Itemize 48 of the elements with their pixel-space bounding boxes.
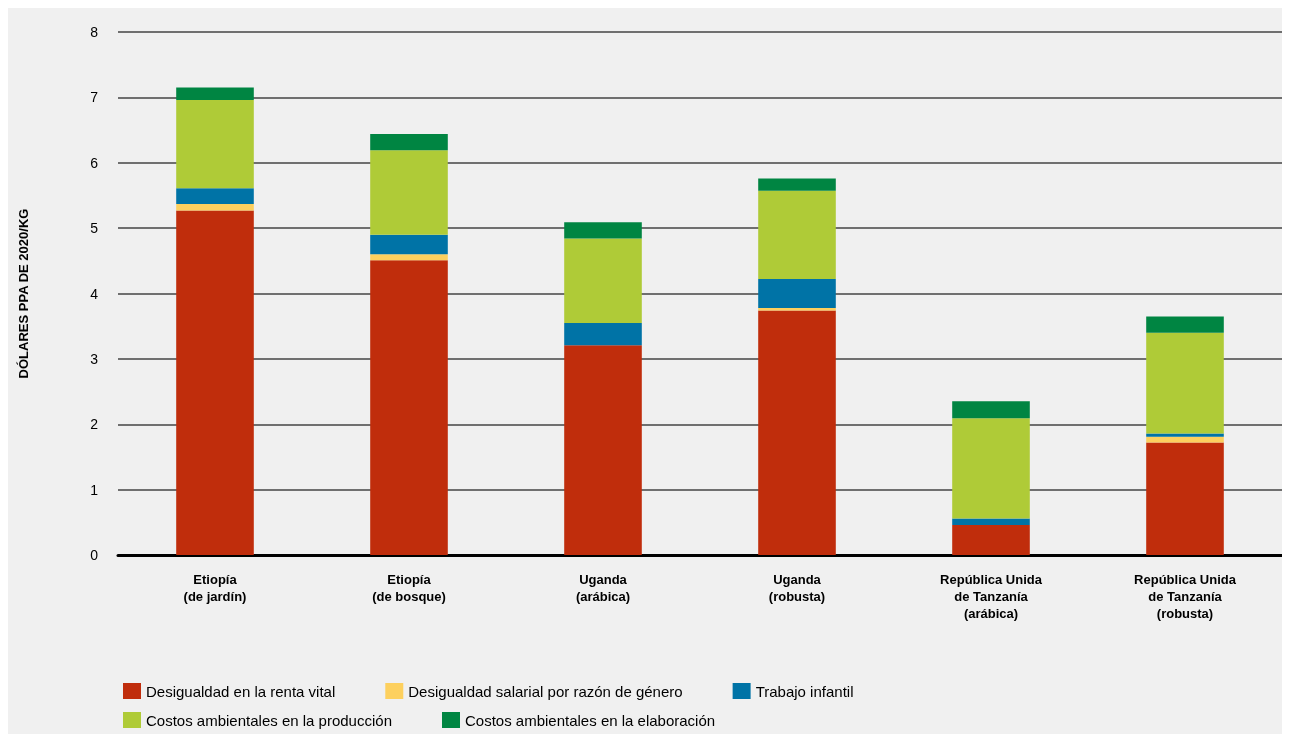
x-tick-label: Uganda (arábica) <box>575 572 631 604</box>
bar <box>370 260 448 555</box>
bar <box>758 178 836 191</box>
bar <box>564 222 642 239</box>
bar <box>952 518 1030 525</box>
bar <box>176 99 254 189</box>
bar <box>176 203 254 211</box>
bar <box>564 345 642 555</box>
x-tick-label: República Unida de Tanzanía (arábica) <box>940 572 1043 621</box>
bar <box>176 87 254 100</box>
y-tick-label: 3 <box>90 350 99 367</box>
bar <box>758 190 836 280</box>
x-tick-label: Uganda (robusta) <box>768 572 826 604</box>
bar <box>758 279 836 308</box>
y-tick-label: 1 <box>90 481 99 498</box>
y-axis-title: DÓLARES PPA DE 2020/KG <box>16 208 31 379</box>
y-tick-label: 2 <box>90 416 99 433</box>
bar <box>1146 442 1224 555</box>
bar <box>952 418 1030 519</box>
bar <box>370 234 448 255</box>
bar <box>952 524 1030 555</box>
bar <box>370 150 448 235</box>
bar <box>758 310 836 555</box>
bar <box>564 238 642 323</box>
y-tick-label: 7 <box>90 89 99 106</box>
legend-label: Costos ambientales en la elaboración <box>464 711 716 729</box>
bar <box>1146 433 1224 437</box>
legend-label: Costos ambientales en la producción <box>146 711 392 729</box>
bar <box>1146 316 1224 333</box>
y-tick-label: 8 <box>90 24 99 40</box>
bar <box>176 188 254 204</box>
bar <box>370 133 448 151</box>
x-tick-label: República Unida de Tanzanía (robusta) <box>1134 572 1237 621</box>
y-tick-label: 4 <box>90 285 99 302</box>
bar <box>176 210 254 555</box>
x-tick-label: Etiopía (de bosque) <box>372 572 446 604</box>
bar <box>1146 436 1224 443</box>
legend-label: Desigualdad salarial por razón de género <box>408 682 683 700</box>
bar <box>370 254 448 261</box>
legend-label: Desigualdad en la renta vital <box>146 682 336 700</box>
y-tick-label: 6 <box>90 154 99 171</box>
legend-label: Trabajo infantil <box>755 682 854 700</box>
y-tick-label: 5 <box>90 220 99 237</box>
x-tick-label: Etiopía (de jardín) <box>183 572 247 604</box>
bar <box>564 322 642 346</box>
bar <box>1146 332 1224 434</box>
y-tick-label: 0 <box>90 547 99 563</box>
bar <box>952 401 1030 419</box>
